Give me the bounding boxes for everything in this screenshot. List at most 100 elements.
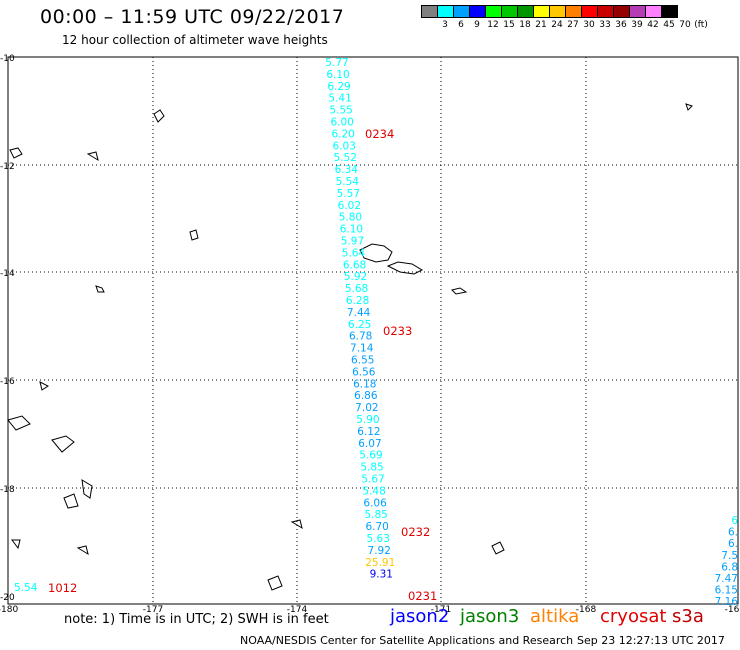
swh-value: 6.70 xyxy=(365,521,388,533)
satellite-altika: altika xyxy=(530,606,580,627)
lat-label: -14 xyxy=(0,269,15,279)
swh-value: 5.85 xyxy=(364,509,387,521)
lat-label: -10 xyxy=(0,54,15,64)
satellite-cryosat: cryosat xyxy=(600,606,667,627)
color-legend: 3 6 9 12 15 18 21 24 27 30 33 36 39 42 45 70 (ft) xyxy=(421,5,708,32)
island-14 xyxy=(76,545,89,556)
swh-value: 6.02 xyxy=(338,200,361,212)
pass-time-label: 0234 xyxy=(365,127,394,141)
swh-value: 5.41 xyxy=(328,93,351,105)
swh-value: 7.5 xyxy=(721,550,738,562)
swh-value: 5.97 xyxy=(341,236,364,248)
lon-label: -171 xyxy=(431,605,451,615)
swh-value: 5.52 xyxy=(334,152,357,164)
swh-value: 6.03 xyxy=(333,140,356,152)
pass-time-label: 0233 xyxy=(383,324,412,338)
swh-value: 6.28 xyxy=(346,295,369,307)
legend-label: 30 xyxy=(583,20,595,30)
track-main: 5.776.106.295.415.556.006.206.035.526.34… xyxy=(325,57,395,581)
legend-label: 42 xyxy=(647,20,659,30)
island-7 xyxy=(7,415,31,431)
grid-lines xyxy=(7,56,739,605)
swh-value: 9.31 xyxy=(370,569,393,581)
legend-label: 36 xyxy=(615,20,627,30)
island-4 xyxy=(451,287,468,295)
swh-value: 5.63 xyxy=(367,533,390,545)
legend-label: 12 xyxy=(487,20,499,30)
swh-value: 5.48 xyxy=(362,485,385,497)
legend-swatches xyxy=(421,5,678,18)
lat-label: -12 xyxy=(0,162,15,172)
legend-swatch xyxy=(661,5,678,18)
swh-value: 5.57 xyxy=(337,188,360,200)
swh-value: 5.68 xyxy=(345,283,368,295)
swh-value: 6.06 xyxy=(363,497,387,509)
lon-label: -180 xyxy=(0,605,18,615)
legend-label: 24 xyxy=(551,20,563,30)
swh-value: 5.54 xyxy=(336,176,360,188)
legend-label: 27 xyxy=(567,20,579,30)
legend-label: (ft) xyxy=(694,20,708,30)
legend-label: 33 xyxy=(599,20,611,30)
island-8 xyxy=(51,435,75,453)
swh-value: 5.85 xyxy=(360,462,383,474)
lon-label: -174 xyxy=(287,605,308,615)
swh-value: 7.44 xyxy=(347,307,371,319)
swh-value: 6.25 xyxy=(348,319,371,331)
swh-value: 5.64 xyxy=(342,247,366,259)
legend-label: 39 xyxy=(631,20,643,30)
notes-text: note: 1) Time is in UTC; 2) SWH is in fe… xyxy=(64,612,329,627)
coastlines xyxy=(7,103,693,591)
chart-title: 00:00 – 11:59 UTC 09/22/2017 xyxy=(40,6,345,28)
swh-value: 6.12 xyxy=(357,426,380,438)
chart-subtitle: 12 hour collection of altimeter wave hei… xyxy=(62,33,328,47)
island-12 xyxy=(491,541,505,555)
swh-value: 6 xyxy=(731,515,738,527)
satellite-jason2: jason2 xyxy=(390,606,450,627)
legend-label: 18 xyxy=(519,20,531,30)
swh-value: 6.78 xyxy=(349,331,372,343)
legend-label: 9 xyxy=(474,20,480,30)
footer-credit: NOAA/NESDIS Center for Satellite Applica… xyxy=(240,634,574,647)
track-right-edge: 66.6.7.56.87.476.157.16 xyxy=(715,515,739,608)
island-3 xyxy=(95,285,105,293)
legend-labels: 3 6 9 12 15 18 21 24 27 30 33 36 39 42 45 70 (ft) xyxy=(421,18,708,32)
swh-value: 6.00 xyxy=(330,117,353,129)
island-5 xyxy=(9,147,23,159)
swh-value: 6.20 xyxy=(331,128,354,140)
pass-time-label: 0231 xyxy=(408,589,437,603)
lat-label: -18 xyxy=(0,485,15,495)
island-9 xyxy=(63,493,79,509)
swh-value: 5.55 xyxy=(329,105,352,117)
swh-value: 6.55 xyxy=(351,355,374,367)
swh-value: 7.92 xyxy=(368,545,391,557)
island-samoa-east xyxy=(386,261,424,275)
swh-value: 6.10 xyxy=(340,224,363,236)
swh-value: 6.86 xyxy=(354,390,378,402)
swh-value: 7.16 xyxy=(715,596,739,608)
lat-label: -16 xyxy=(0,377,15,387)
swh-value: 6. xyxy=(728,538,738,550)
lon-label: -168 xyxy=(576,605,597,615)
time-labels: 0234 0233 0232 0231 1012 5.54 xyxy=(14,127,437,603)
swh-value: 7.14 xyxy=(350,343,374,355)
island-13 xyxy=(267,575,283,591)
swh-value: 5.77 xyxy=(325,57,348,69)
swh-value: 6.8 xyxy=(721,561,738,573)
footer-timestamp: Sep 23 12:27:13 UTC 2017 xyxy=(577,634,725,647)
swh-value: 5.67 xyxy=(361,474,384,486)
swh-value: 7.47 xyxy=(715,573,738,585)
swh-value: 6.10 xyxy=(326,69,349,81)
island-2 xyxy=(189,229,199,241)
swh-value: 6.15 xyxy=(715,585,738,597)
island-16 xyxy=(39,381,49,391)
island-10 xyxy=(81,479,93,499)
satellite-s3a: s3a xyxy=(672,606,704,627)
legend-label: 3 xyxy=(442,20,448,30)
swh-value: 6.29 xyxy=(327,81,350,93)
island-samoa xyxy=(359,243,393,263)
legend-label: 15 xyxy=(503,20,515,30)
legend-label: 45 xyxy=(663,20,675,30)
swh-value: 6.18 xyxy=(353,378,376,390)
